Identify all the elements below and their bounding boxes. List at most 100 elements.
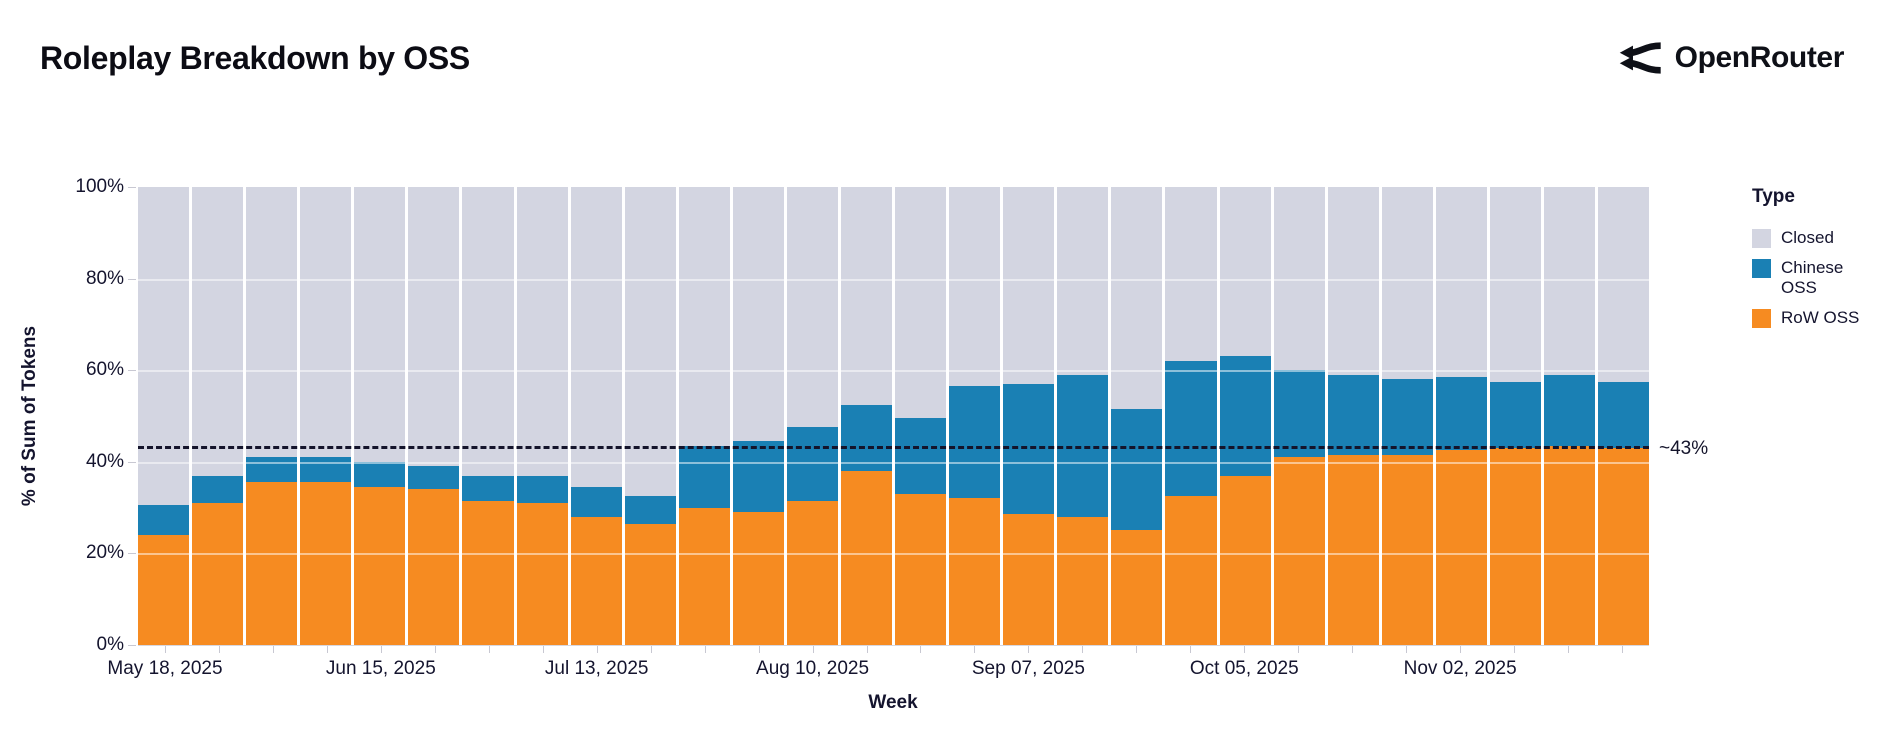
segment-chinese-oss[interactable]	[841, 404, 893, 471]
segment-closed[interactable]	[1544, 187, 1596, 375]
segment-closed[interactable]	[1111, 187, 1163, 410]
segment-row-oss[interactable]	[462, 500, 514, 645]
stacked-bar-week-jul-06-2025[interactable]	[516, 187, 568, 645]
segment-closed[interactable]	[949, 187, 1001, 387]
stacked-bar-week-aug-31-2025[interactable]	[949, 187, 1001, 645]
segment-chinese-oss[interactable]	[192, 475, 244, 503]
segment-closed[interactable]	[246, 187, 298, 458]
stacked-bar-week-may-18-2025[interactable]	[138, 187, 190, 645]
segment-chinese-oss[interactable]	[408, 466, 460, 490]
segment-row-oss[interactable]	[1165, 496, 1217, 645]
segment-row-oss[interactable]	[949, 498, 1001, 645]
segment-chinese-oss[interactable]	[732, 441, 784, 513]
segment-closed[interactable]	[624, 187, 676, 497]
stacked-bar-week-oct-19-2025[interactable]	[1327, 187, 1379, 645]
segment-chinese-oss[interactable]	[354, 461, 406, 487]
stacked-bar-week-aug-17-2025[interactable]	[841, 187, 893, 645]
segment-closed[interactable]	[841, 187, 893, 405]
segment-chinese-oss[interactable]	[1165, 361, 1217, 497]
segment-closed[interactable]	[1165, 187, 1217, 362]
stacked-bar-week-jun-22-2025[interactable]	[408, 187, 460, 645]
segment-row-oss[interactable]	[1111, 530, 1163, 645]
segment-closed[interactable]	[1273, 187, 1325, 371]
segment-chinese-oss[interactable]	[1219, 356, 1271, 476]
segment-chinese-oss[interactable]	[1003, 383, 1055, 515]
segment-closed[interactable]	[678, 187, 730, 446]
stacked-bar-week-jun-01-2025[interactable]	[246, 187, 298, 645]
segment-row-oss[interactable]	[354, 486, 406, 645]
segment-row-oss[interactable]	[246, 482, 298, 645]
segment-chinese-oss[interactable]	[1057, 374, 1109, 517]
segment-row-oss[interactable]	[624, 523, 676, 645]
segment-row-oss[interactable]	[1003, 514, 1055, 645]
segment-closed[interactable]	[1381, 187, 1433, 380]
segment-chinese-oss[interactable]	[1111, 409, 1163, 531]
segment-row-oss[interactable]	[1327, 454, 1379, 645]
segment-closed[interactable]	[1435, 187, 1487, 378]
segment-row-oss[interactable]	[1381, 454, 1433, 645]
segment-chinese-oss[interactable]	[678, 445, 730, 508]
segment-row-oss[interactable]	[570, 516, 622, 645]
stacked-bar-week-oct-12-2025[interactable]	[1273, 187, 1325, 645]
segment-closed[interactable]	[1219, 187, 1271, 357]
segment-row-oss[interactable]	[786, 500, 839, 645]
stacked-bar-week-jun-29-2025[interactable]	[462, 187, 514, 645]
segment-chinese-oss[interactable]	[138, 505, 190, 536]
stacked-bar-week-sep-07-2025[interactable]	[1003, 187, 1055, 645]
stacked-bar-week-jun-15-2025[interactable]	[354, 187, 406, 645]
segment-row-oss[interactable]	[1544, 445, 1596, 645]
segment-chinese-oss[interactable]	[246, 457, 298, 483]
segment-closed[interactable]	[786, 187, 839, 428]
segment-closed[interactable]	[192, 187, 244, 476]
stacked-bar-week-nov-09-2025[interactable]	[1489, 187, 1542, 645]
segment-closed[interactable]	[462, 187, 514, 476]
segment-chinese-oss[interactable]	[570, 486, 622, 517]
segment-row-oss[interactable]	[1273, 457, 1325, 645]
segment-closed[interactable]	[1489, 187, 1542, 382]
segment-row-oss[interactable]	[516, 503, 568, 645]
segment-row-oss[interactable]	[1598, 448, 1650, 645]
segment-row-oss[interactable]	[678, 507, 730, 645]
segment-closed[interactable]	[1057, 187, 1109, 375]
segment-chinese-oss[interactable]	[786, 427, 839, 501]
stacked-bar-week-may-25-2025[interactable]	[192, 187, 244, 645]
segment-closed[interactable]	[1327, 187, 1379, 375]
segment-row-oss[interactable]	[895, 493, 947, 645]
stacked-bar-week-aug-10-2025[interactable]	[786, 187, 839, 645]
segment-chinese-oss[interactable]	[462, 475, 514, 501]
segment-closed[interactable]	[1003, 187, 1055, 384]
stacked-bar-week-aug-03-2025[interactable]	[732, 187, 784, 645]
segment-chinese-oss[interactable]	[624, 496, 676, 524]
segment-chinese-oss[interactable]	[1435, 377, 1487, 451]
segment-chinese-oss[interactable]	[1598, 381, 1650, 449]
segment-row-oss[interactable]	[1219, 475, 1271, 645]
segment-row-oss[interactable]	[1435, 450, 1487, 645]
stacked-bar-week-nov-16-2025[interactable]	[1544, 187, 1596, 645]
stacked-bar-week-jul-20-2025[interactable]	[624, 187, 676, 645]
segment-row-oss[interactable]	[1057, 516, 1109, 645]
segment-row-oss[interactable]	[192, 503, 244, 645]
segment-chinese-oss[interactable]	[1381, 379, 1433, 455]
segment-row-oss[interactable]	[1489, 448, 1542, 645]
stacked-bar-week-sep-21-2025[interactable]	[1111, 187, 1163, 645]
stacked-bar-week-oct-05-2025[interactable]	[1219, 187, 1271, 645]
stacked-bar-week-sep-28-2025[interactable]	[1165, 187, 1217, 645]
stacked-bar-week-nov-23-2025[interactable]	[1598, 187, 1650, 645]
segment-chinese-oss[interactable]	[1544, 374, 1596, 446]
segment-closed[interactable]	[732, 187, 784, 442]
segment-closed[interactable]	[570, 187, 622, 487]
segment-row-oss[interactable]	[732, 512, 784, 645]
segment-closed[interactable]	[300, 187, 352, 458]
segment-closed[interactable]	[516, 187, 568, 476]
segment-closed[interactable]	[354, 187, 406, 462]
stacked-bar-week-jul-27-2025[interactable]	[678, 187, 730, 645]
stacked-bar-week-sep-14-2025[interactable]	[1057, 187, 1109, 645]
segment-chinese-oss[interactable]	[895, 418, 947, 494]
stacked-bar-week-aug-24-2025[interactable]	[895, 187, 947, 645]
segment-chinese-oss[interactable]	[300, 457, 352, 483]
stacked-bar-week-jul-13-2025[interactable]	[570, 187, 622, 645]
segment-chinese-oss[interactable]	[1273, 370, 1325, 458]
segment-chinese-oss[interactable]	[1489, 381, 1542, 449]
segment-row-oss[interactable]	[841, 470, 893, 645]
segment-closed[interactable]	[1598, 187, 1650, 382]
